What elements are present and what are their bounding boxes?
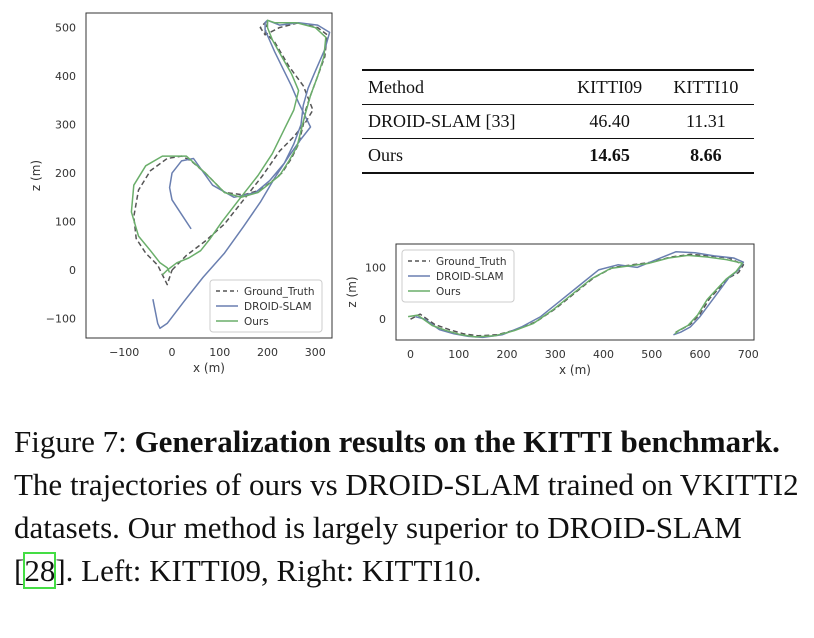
x-tick-label: 300 bbox=[545, 348, 566, 361]
y-tick-label: 100 bbox=[55, 216, 76, 229]
x-tick-label: 200 bbox=[257, 346, 278, 359]
y-tick-label: 0 bbox=[379, 313, 386, 326]
legend-label: DROID-SLAM bbox=[244, 301, 312, 313]
y-tick-label: 400 bbox=[55, 70, 76, 83]
row-kitti09: 46.40 bbox=[589, 111, 630, 131]
header-method: Method bbox=[368, 77, 424, 97]
series-line-droid-slam bbox=[152, 19, 331, 330]
header-kitti10: KITTI10 bbox=[673, 77, 739, 97]
row-kitti10: 11.31 bbox=[685, 111, 726, 131]
legend-label: Ground_Truth bbox=[244, 286, 315, 298]
header-kitti09: KITTI09 bbox=[577, 77, 643, 97]
x-tick-label: 200 bbox=[496, 348, 517, 361]
row-method: Ours bbox=[368, 145, 403, 165]
y-axis-label: z (m) bbox=[345, 276, 359, 307]
x-tick-label: 100 bbox=[209, 346, 230, 359]
row-kitti09: 14.65 bbox=[589, 145, 630, 165]
x-tick-label: 700 bbox=[738, 348, 759, 361]
x-axis-label: x (m) bbox=[193, 361, 225, 375]
y-tick-label: 500 bbox=[55, 22, 76, 35]
y-tick-label: 300 bbox=[55, 119, 76, 132]
y-tick-label: 0 bbox=[69, 264, 76, 277]
figure-caption: Figure 7: Generalization results on the … bbox=[14, 420, 804, 592]
row-method: DROID-SLAM [33] bbox=[368, 111, 516, 131]
caption-title: Generalization results on the KITTI benc… bbox=[134, 424, 780, 459]
row-kitti10: 8.66 bbox=[690, 145, 722, 165]
caption-text-end: ]. Left: KITTI09, Right: KITTI10. bbox=[55, 553, 482, 588]
figure: −100 0 100 200 300 −100 0 100 200 300 400 500 x (m) z… bbox=[29, 12, 759, 377]
chart-2: 0 100 200 300 400 500 600 700 0 100 x (m) z (m) Grou… bbox=[345, 243, 759, 377]
y-tick-label: 100 bbox=[365, 261, 386, 274]
x-tick-label: 0 bbox=[407, 348, 414, 361]
series-line-ours bbox=[130, 19, 327, 276]
series-line-ours bbox=[407, 254, 744, 338]
legend-label: Ours bbox=[436, 286, 461, 298]
y-tick-label: −100 bbox=[46, 313, 76, 326]
legend-box bbox=[401, 249, 515, 303]
series-line-ground-truth bbox=[133, 19, 328, 286]
legend-label: Ground_Truth bbox=[436, 256, 507, 268]
x-tick-label: 500 bbox=[641, 348, 662, 361]
x-axis-label: x (m) bbox=[559, 363, 591, 377]
chart-1: −100 0 100 200 300 −100 0 100 200 300 400 500 x (m) z… bbox=[29, 12, 333, 375]
caption-prefix: Figure 7: bbox=[14, 424, 135, 459]
table-row: Ours 14.65 8.66 bbox=[362, 139, 754, 173]
x-tick-label: 400 bbox=[593, 348, 614, 361]
legend-label: DROID-SLAM bbox=[436, 271, 504, 283]
legend-label: Ours bbox=[244, 316, 269, 328]
table-row: DROID-SLAM [33] 46.40 11.31 bbox=[362, 105, 754, 139]
x-tick-label: −100 bbox=[109, 346, 139, 359]
table-header-row: Method KITTI09 KITTI10 bbox=[362, 70, 754, 105]
x-tick-label: 300 bbox=[305, 346, 326, 359]
legend-box bbox=[209, 279, 323, 333]
y-tick-label: 200 bbox=[55, 167, 76, 180]
results-table: Method KITTI09 KITTI10 DROID-SLAM [33] 4… bbox=[362, 69, 754, 174]
x-tick-label: 0 bbox=[168, 346, 175, 359]
citation-link[interactable]: 28 bbox=[23, 552, 57, 589]
y-axis-label: z (m) bbox=[29, 160, 43, 191]
caption-text: The trajectories of ours vs DROID-SLAM t… bbox=[14, 467, 799, 588]
x-tick-label: 100 bbox=[448, 348, 469, 361]
x-tick-label: 600 bbox=[689, 348, 710, 361]
